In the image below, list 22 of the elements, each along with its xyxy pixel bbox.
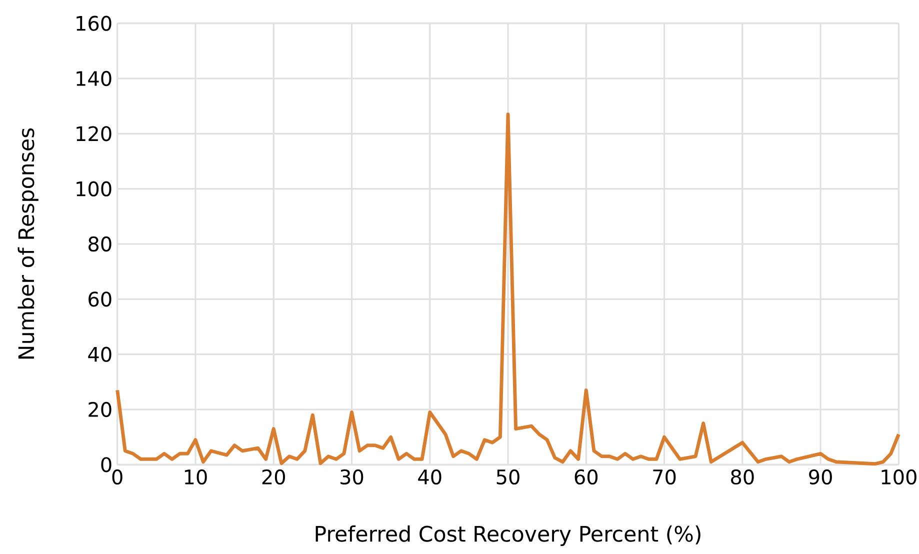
y-tick-label: 20 bbox=[88, 402, 112, 418]
x-tick-label: 70 bbox=[653, 469, 676, 485]
y-tick-label: 100 bbox=[76, 181, 112, 196]
y-tick-label: 60 bbox=[88, 292, 112, 307]
x-tick-label: 20 bbox=[262, 469, 285, 485]
x-tick-label: 60 bbox=[574, 469, 598, 485]
y-tick-label: 120 bbox=[76, 126, 112, 142]
x-tick-label: 30 bbox=[340, 469, 364, 485]
y-axis-title: Number of Responses bbox=[18, 128, 38, 359]
x-axis-title: Preferred Cost Recovery Percent (%) bbox=[316, 525, 700, 546]
x-tick-label: 50 bbox=[496, 469, 520, 485]
y-tick-label: 0 bbox=[101, 457, 112, 472]
x-tick-label: 10 bbox=[184, 469, 207, 485]
y-tick-label: 80 bbox=[88, 236, 112, 252]
y-tick-label: 140 bbox=[76, 70, 112, 86]
x-tick-label: 0 bbox=[112, 469, 122, 485]
x-tick-label: 100 bbox=[882, 469, 916, 485]
x-tick-label: 80 bbox=[731, 469, 754, 485]
y-tick-label: 160 bbox=[76, 16, 112, 31]
y-tick-label: 40 bbox=[88, 346, 112, 362]
x-tick-label: 40 bbox=[418, 469, 442, 485]
x-tick-label: 90 bbox=[809, 469, 832, 485]
